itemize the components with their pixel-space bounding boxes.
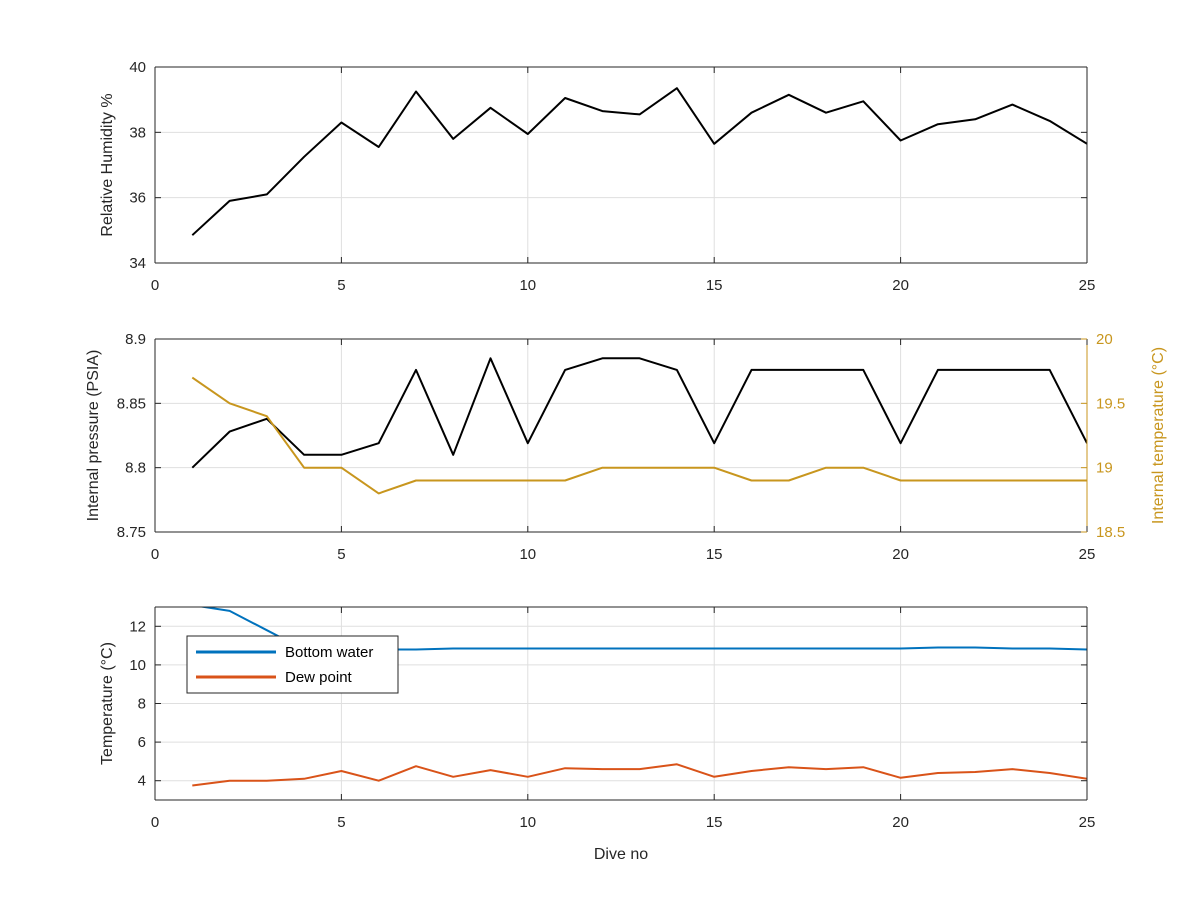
dew-point-line [192, 763, 1087, 787]
x-tick-label: 25 [1079, 277, 1096, 294]
y-axis-label: Internal pressure (PSIA) [85, 350, 102, 522]
x-tick-label: 20 [892, 546, 909, 563]
y-tick-label: 8 [138, 696, 146, 713]
series-1-line [191, 357, 1087, 469]
y2-axis-label: Internal temperature (°C) [1150, 347, 1167, 524]
y-tick-label: 12 [129, 618, 146, 635]
x-axis-label: Dive no [594, 846, 648, 863]
x-tick-label: 20 [892, 277, 909, 294]
chart-panel-3: 0 5 10 15 20 25 4 6 8 10 12 Temperature (°C) Dive no… [99, 606, 1096, 863]
legend: Bottom water Dew point [186, 635, 399, 694]
x-tick-label: 10 [519, 277, 536, 294]
y-axis-label: Relative Humidity % [99, 93, 116, 236]
x-tick-label: 25 [1079, 814, 1096, 831]
x-tick-label: 20 [892, 814, 909, 831]
x-tick-label: 10 [519, 546, 536, 563]
y-tick-label: 36 [129, 190, 146, 207]
x-tick-label: 5 [337, 277, 345, 294]
legend-box [186, 635, 399, 694]
x-tick-label: 15 [706, 277, 723, 294]
y2-tick-label: 18.5 [1096, 524, 1125, 541]
x-tick-label: 0 [151, 814, 159, 831]
legend-label-dew-point: Dew point [285, 669, 353, 686]
y2-tick-label: 20 [1096, 331, 1113, 348]
series-2-line [191, 376, 1087, 495]
x-tick-label: 15 [706, 814, 723, 831]
y-tick-label: 10 [129, 657, 146, 674]
x-tick-label: 15 [706, 546, 723, 563]
series-1-line [191, 87, 1087, 236]
x-tick-label: 0 [151, 277, 159, 294]
y-tick-label: 40 [129, 59, 146, 76]
x-tick-label: 0 [151, 546, 159, 563]
legend-label-bottom-water: Bottom water [285, 644, 373, 661]
chart-panel-1: 0 5 10 15 20 25 34 36 38 40 Relative Humidity % [99, 59, 1095, 294]
y-tick-label: 8.85 [117, 395, 146, 412]
y-tick-label: 38 [129, 124, 146, 141]
y-tick-label: 8.8 [125, 460, 146, 477]
x-tick-label: 5 [337, 546, 345, 563]
y-tick-label: 34 [129, 255, 146, 272]
y-axis-label: Temperature (°C) [99, 642, 116, 765]
y2-tick-label: 19.5 [1096, 395, 1125, 412]
y-tick-label: 6 [138, 734, 146, 751]
chart-panel-2: 0 5 10 15 20 25 8.75 8.8 8.85 8.9 18.5 19 19.5 20 Inte… [85, 331, 1167, 563]
x-tick-label: 25 [1079, 546, 1096, 563]
y-tick-label: 4 [138, 773, 146, 790]
x-tick-label: 5 [337, 814, 345, 831]
y-tick-label: 8.9 [125, 331, 146, 348]
y-tick-label: 8.75 [117, 524, 146, 541]
x-tick-label: 10 [519, 814, 536, 831]
y2-tick-label: 19 [1096, 460, 1113, 477]
